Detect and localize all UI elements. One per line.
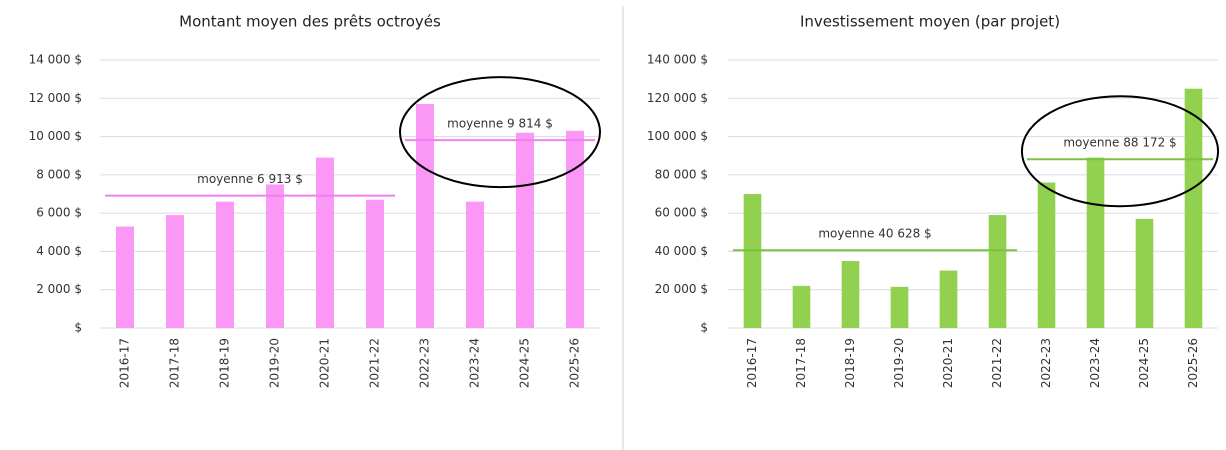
- bar: [566, 130, 584, 328]
- highlight-circle: [1020, 95, 1220, 208]
- bar: [366, 199, 384, 328]
- bar: [466, 201, 484, 328]
- x-tick-label: 2016-17: [118, 338, 132, 388]
- highlight-circle: [399, 76, 601, 189]
- x-tick-label: 2023-24: [468, 338, 482, 388]
- y-tick-label: 100 000 $: [647, 129, 708, 143]
- x-tick-label: 2022-23: [1039, 338, 1053, 388]
- y-tick-label: 8 000 $: [36, 167, 82, 181]
- y-tick-label: 14 000 $: [29, 53, 82, 67]
- y-tick-label: 6 000 $: [36, 206, 82, 220]
- average-label: moyenne 88 172 $: [1063, 136, 1176, 150]
- x-tick-label: 2025-26: [568, 338, 582, 388]
- bar: [743, 194, 762, 328]
- chart-title: Montant moyen des prêts octroyés: [179, 13, 441, 31]
- average-label: moyenne 40 628 $: [818, 227, 931, 241]
- x-tick-label: 2024-25: [518, 338, 532, 388]
- bar: [266, 184, 284, 328]
- x-tick-label: 2018-19: [843, 338, 857, 388]
- x-tick-label: 2017-18: [794, 338, 808, 388]
- bar: [116, 226, 134, 328]
- average-label: moyenne 9 814 $: [447, 117, 553, 131]
- x-tick-label: 2023-24: [1088, 338, 1102, 388]
- y-tick-label: $: [700, 321, 708, 335]
- y-tick-label: 140 000 $: [647, 53, 708, 67]
- y-tick-label: $: [74, 321, 82, 335]
- average-label: moyenne 6 913 $: [197, 172, 303, 186]
- y-tick-label: 120 000 $: [647, 91, 708, 105]
- y-tick-label: 20 000 $: [655, 282, 708, 296]
- chart-title: Investissement moyen (par projet): [800, 13, 1060, 31]
- y-tick-label: 60 000 $: [655, 206, 708, 220]
- x-tick-label: 2021-22: [368, 338, 382, 388]
- x-tick-label: 2021-22: [990, 338, 1004, 388]
- bar: [1086, 157, 1105, 328]
- y-tick-label: 40 000 $: [655, 244, 708, 258]
- y-tick-label: 4 000 $: [36, 244, 82, 258]
- y-tick-label: 10 000 $: [29, 129, 82, 143]
- x-tick-label: 2022-23: [418, 338, 432, 388]
- bar: [792, 285, 811, 328]
- bar: [841, 261, 860, 328]
- x-tick-label: 2025-26: [1186, 338, 1200, 388]
- bar: [1184, 88, 1203, 328]
- x-tick-label: 2020-21: [941, 338, 955, 388]
- bar: [890, 286, 909, 328]
- y-tick-label: 12 000 $: [29, 91, 82, 105]
- x-tick-label: 2020-21: [318, 338, 332, 388]
- bar: [939, 270, 958, 328]
- bar: [166, 215, 184, 328]
- y-tick-label: 2 000 $: [36, 282, 82, 296]
- x-tick-label: 2018-19: [218, 338, 232, 388]
- bar: [1037, 182, 1056, 328]
- x-tick-label: 2019-20: [268, 338, 282, 388]
- x-tick-label: 2019-20: [892, 338, 906, 388]
- x-tick-label: 2017-18: [168, 338, 182, 388]
- bar: [988, 215, 1007, 328]
- bar: [316, 157, 334, 328]
- bar: [516, 132, 534, 328]
- y-tick-label: 80 000 $: [655, 167, 708, 181]
- bar: [1135, 218, 1154, 328]
- bar: [416, 104, 434, 329]
- bar: [216, 201, 234, 328]
- x-tick-label: 2016-17: [745, 338, 759, 388]
- x-tick-label: 2024-25: [1137, 338, 1151, 388]
